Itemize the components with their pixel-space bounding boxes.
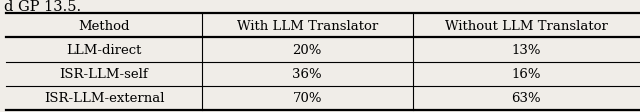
Text: 36%: 36% xyxy=(292,68,322,80)
Text: With LLM Translator: With LLM Translator xyxy=(237,19,378,32)
Text: LLM-direct: LLM-direct xyxy=(67,43,141,56)
Text: ISR-LLM-external: ISR-LLM-external xyxy=(44,92,164,104)
Text: ISR-LLM-self: ISR-LLM-self xyxy=(60,68,148,80)
Text: 63%: 63% xyxy=(511,92,541,104)
Text: 20%: 20% xyxy=(292,43,322,56)
Text: Method: Method xyxy=(78,19,130,32)
Text: 16%: 16% xyxy=(511,68,541,80)
Text: 70%: 70% xyxy=(292,92,322,104)
Text: Without LLM Translator: Without LLM Translator xyxy=(445,19,608,32)
Text: d GP 13.5.: d GP 13.5. xyxy=(4,0,81,14)
Text: 13%: 13% xyxy=(511,43,541,56)
